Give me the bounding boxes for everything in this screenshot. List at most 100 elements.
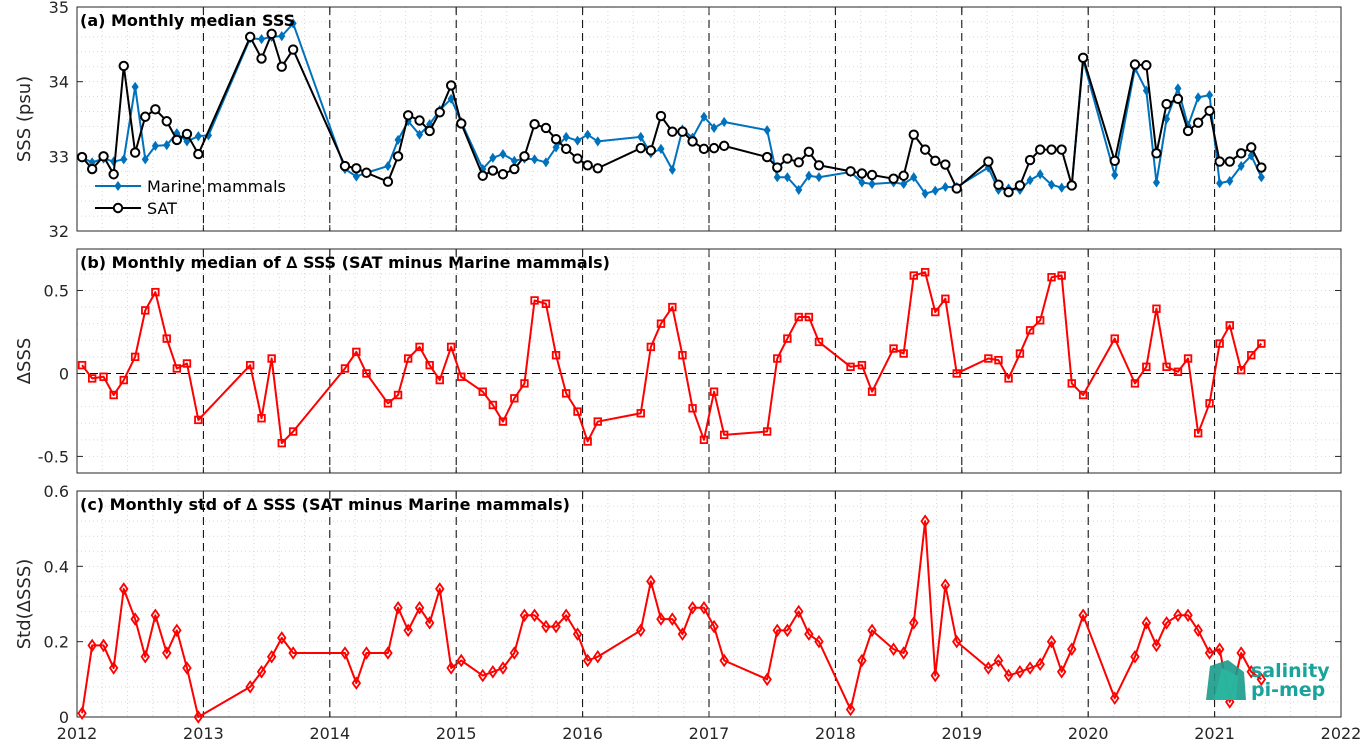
data-point: [1194, 92, 1202, 103]
y-axis-label: SSS (psu): [14, 76, 35, 162]
data-point: [87, 374, 97, 383]
data-point: [383, 399, 393, 408]
data-point: [1214, 642, 1225, 656]
data-point: [867, 387, 877, 396]
data-point: [1205, 399, 1214, 408]
data-point: [498, 417, 508, 426]
data-point: [1109, 155, 1120, 167]
data-point: [898, 646, 909, 660]
data-point: [194, 415, 203, 425]
data-point: [794, 604, 804, 619]
data-point: [720, 116, 728, 128]
data-point: [86, 163, 98, 175]
data-point: [1256, 162, 1267, 173]
data-point: [655, 110, 667, 122]
y-axis-label: ΔSSS: [14, 338, 35, 385]
data-point: [772, 162, 783, 173]
panel-c: 0 0.2 0.4 0.6 2012 2013 2014 2015 2016 2017 2018 20…: [14, 482, 1361, 743]
data-point: [551, 350, 561, 360]
data-point: [351, 163, 362, 174]
data-point: [352, 347, 361, 357]
data-point: [120, 154, 128, 165]
data-point: [276, 61, 287, 72]
data-point: [1193, 428, 1203, 438]
data-point: [761, 151, 773, 163]
y-tick-label: 0: [59, 708, 69, 727]
data-point: [700, 111, 708, 122]
data-point: [909, 271, 918, 280]
data-point: [898, 170, 909, 181]
data-point: [509, 163, 520, 175]
data-point: [181, 128, 193, 140]
data-point: [1236, 646, 1246, 660]
data-point: [1047, 179, 1056, 190]
legend-marker: [114, 180, 122, 192]
data-point: [193, 710, 204, 724]
data-point: [645, 145, 657, 156]
data-point: [1111, 169, 1119, 181]
data-point: [352, 171, 360, 182]
data-point: [1014, 180, 1026, 191]
data-point: [708, 142, 720, 154]
data-point: [87, 638, 97, 653]
data-point: [1003, 186, 1014, 198]
series-line: [81, 520, 1262, 718]
data-point: [383, 646, 393, 660]
data-point: [920, 268, 930, 277]
data-point: [488, 400, 498, 410]
data-point: [384, 160, 392, 172]
data-point: [519, 608, 530, 623]
y-tick-label: 35: [49, 0, 69, 17]
data-point: [182, 359, 192, 368]
data-point: [698, 143, 710, 155]
data-point: [573, 407, 582, 416]
data-point: [1204, 646, 1215, 660]
panel-title: (b) Monthly median of ∆ SSS (SAT minus M…: [80, 253, 610, 272]
data-point: [1035, 316, 1045, 325]
data-point: [1215, 339, 1224, 348]
y-axis-label: Std(ΔSSS): [14, 559, 35, 650]
data-point: [171, 134, 183, 146]
data-point: [277, 438, 286, 448]
data-point: [425, 360, 434, 370]
data-point: [667, 126, 678, 137]
y-tick-label: 0.2: [44, 633, 69, 652]
data-point: [1129, 59, 1141, 70]
data-point: [256, 665, 267, 679]
data-point: [636, 623, 646, 638]
data-point: [920, 514, 930, 528]
data-point: [1004, 374, 1013, 383]
data-point: [497, 169, 509, 180]
data-point: [657, 143, 665, 154]
data-point: [1257, 339, 1266, 348]
data-point: [77, 360, 87, 370]
y-tick-label: 32: [49, 222, 69, 241]
data-point: [951, 183, 962, 194]
data-point: [266, 28, 277, 40]
data-point: [193, 148, 204, 160]
data-point: [1036, 169, 1044, 180]
data-point: [1046, 144, 1057, 155]
data-point: [415, 342, 424, 352]
data-point: [1024, 154, 1036, 166]
data-point: [1173, 367, 1183, 376]
data-point: [1047, 273, 1056, 282]
data-point: [793, 157, 804, 168]
data-point: [699, 435, 709, 445]
data-point: [593, 417, 602, 426]
data-point: [984, 354, 993, 363]
data-point: [1256, 672, 1267, 687]
data-point: [1225, 695, 1235, 709]
data-point: [782, 623, 793, 638]
y-tick-label: 33: [49, 147, 69, 166]
data-point: [1058, 182, 1066, 193]
y-tick-label: 0.6: [44, 482, 69, 501]
data-point: [1214, 156, 1225, 167]
legend-label: SAT: [147, 199, 177, 218]
data-point: [99, 372, 108, 381]
data-point: [646, 574, 656, 589]
data-point: [1003, 668, 1014, 683]
data-point: [667, 612, 678, 626]
data-point: [813, 160, 825, 171]
